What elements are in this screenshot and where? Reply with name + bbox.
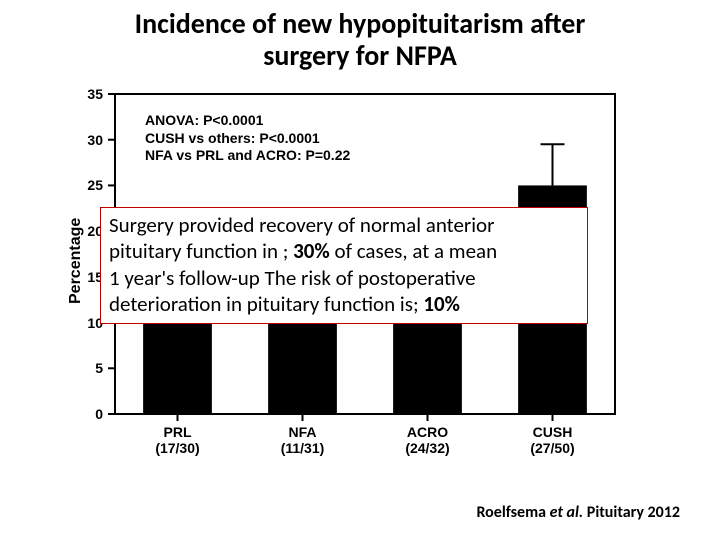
citation-ital: et al. — [550, 503, 584, 522]
x-tick-category: ACRO — [383, 424, 473, 440]
callout-l2c: of cases, at a mean — [330, 238, 497, 264]
x-tick-n: (11/31) — [258, 440, 348, 456]
x-tick-category: CUSH — [508, 424, 598, 440]
anova-line3: NFA vs PRL and ACRO: P=0.22 — [145, 147, 350, 165]
y-tick-label: 20 — [73, 223, 103, 239]
callout-l1: Surgery provided recovery of normal ante… — [109, 212, 494, 238]
x-tick-n: (17/30) — [133, 440, 223, 456]
citation-prefix: Roelfsema — [476, 503, 549, 522]
anova-annotation: ANOVA: P<0.0001 CUSH vs others: P<0.0001… — [145, 112, 350, 165]
page-title: Incidence of new hypopituitarism after s… — [0, 8, 720, 72]
callout-l3: 1 year's follow-up The risk of postopera… — [109, 265, 476, 291]
x-tick-n: (24/32) — [383, 440, 473, 456]
callout-l2a: pituitary function in ; — [109, 238, 293, 264]
y-tick-label: 10 — [73, 315, 103, 331]
y-tick-label: 30 — [73, 132, 103, 148]
citation: Roelfsema et al. Pituitary 2012 — [476, 503, 680, 522]
y-tick-label: 15 — [73, 269, 103, 285]
x-tick-n: (27/50) — [508, 440, 598, 456]
y-tick-label: 35 — [73, 86, 103, 102]
x-tick-category: NFA — [258, 424, 348, 440]
callout-box: Surgery provided recovery of normal ante… — [100, 207, 588, 324]
slide-root: Incidence of new hypopituitarism after s… — [0, 0, 720, 540]
callout-l4b: 10% — [423, 291, 460, 317]
y-tick-label: 5 — [73, 360, 103, 376]
anova-line2: CUSH vs others: P<0.0001 — [145, 130, 350, 148]
title-line2: surgery for NFPA — [263, 38, 457, 73]
callout-l4a: deterioration in pituitary function is; — [109, 291, 423, 317]
title-line1: Incidence of new hypopituitarism after — [135, 6, 586, 41]
citation-suffix: Pituitary 2012 — [583, 503, 680, 522]
callout-l2b: 30% — [293, 238, 330, 264]
anova-line1: ANOVA: P<0.0001 — [145, 112, 350, 130]
y-tick-label: 25 — [73, 177, 103, 193]
x-tick-category: PRL — [133, 424, 223, 440]
y-tick-label: 0 — [73, 406, 103, 422]
